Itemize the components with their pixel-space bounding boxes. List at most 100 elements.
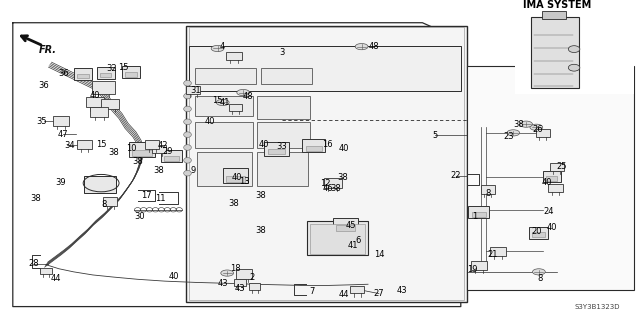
Text: 38: 38 [132, 157, 143, 166]
Bar [532, 232, 545, 237]
Bar [234, 279, 246, 286]
Text: 40: 40 [339, 145, 349, 153]
Bar [257, 96, 310, 119]
Text: 18: 18 [230, 264, 241, 273]
Bar [302, 139, 324, 152]
Bar [542, 11, 566, 19]
Bar [189, 46, 461, 91]
Text: 47: 47 [58, 130, 68, 139]
Text: 16: 16 [323, 140, 333, 149]
Circle shape [530, 124, 543, 130]
Text: 40: 40 [232, 173, 242, 182]
Bar [310, 224, 365, 254]
Text: 29: 29 [163, 147, 173, 156]
Bar [306, 146, 321, 151]
Bar [195, 68, 256, 84]
Text: 21: 21 [488, 250, 498, 259]
Ellipse shape [184, 132, 191, 137]
Bar [100, 73, 111, 77]
Text: 43: 43 [218, 279, 228, 288]
Text: 38: 38 [30, 194, 40, 203]
Text: 27: 27 [374, 289, 384, 298]
Circle shape [221, 270, 234, 276]
Text: 33: 33 [276, 142, 287, 151]
Bar [550, 163, 564, 171]
Bar [53, 116, 69, 126]
Bar [226, 176, 245, 182]
Bar [546, 176, 557, 181]
Bar [261, 68, 312, 84]
Text: 32: 32 [107, 64, 117, 73]
Bar [152, 145, 166, 153]
Text: 7: 7 [310, 286, 315, 296]
Text: 38: 38 [228, 199, 239, 208]
Text: 1: 1 [472, 212, 477, 221]
Text: 40: 40 [547, 223, 557, 232]
Text: 9: 9 [191, 166, 196, 175]
Bar [77, 140, 92, 149]
Text: 36: 36 [59, 70, 69, 78]
Bar [333, 218, 358, 233]
Bar [195, 122, 253, 148]
Text: 19: 19 [467, 265, 477, 274]
Bar [125, 72, 137, 77]
Text: 40: 40 [90, 91, 100, 100]
Text: 39: 39 [56, 178, 66, 187]
Text: 15: 15 [212, 96, 223, 105]
Bar [93, 81, 115, 94]
Text: 42: 42 [158, 141, 168, 150]
Bar [86, 98, 104, 108]
Bar [529, 227, 548, 239]
Text: 40: 40 [542, 178, 552, 187]
Text: 48: 48 [369, 42, 380, 51]
Bar [257, 152, 308, 186]
Bar [101, 99, 119, 109]
Text: 11: 11 [155, 194, 165, 203]
Text: 20: 20 [531, 227, 541, 236]
Text: 22: 22 [451, 171, 461, 180]
Bar [468, 206, 489, 218]
Text: 17: 17 [141, 191, 151, 200]
Text: 15: 15 [118, 63, 129, 72]
Text: 35: 35 [36, 116, 47, 126]
Text: 44: 44 [339, 290, 349, 299]
Ellipse shape [568, 64, 580, 71]
Bar [268, 149, 285, 154]
Text: 40: 40 [259, 140, 269, 149]
Text: 31: 31 [190, 86, 200, 95]
Bar [543, 172, 561, 182]
Ellipse shape [184, 119, 191, 125]
Text: 41: 41 [220, 98, 230, 107]
Text: 24: 24 [544, 206, 554, 216]
Bar [336, 225, 355, 231]
Bar [129, 143, 155, 157]
Circle shape [355, 43, 368, 50]
Text: 3: 3 [279, 48, 284, 57]
Bar [536, 129, 550, 137]
Ellipse shape [184, 106, 191, 112]
Text: 34: 34 [64, 141, 74, 150]
Bar [350, 286, 364, 293]
Text: 2: 2 [249, 273, 254, 282]
Ellipse shape [568, 46, 580, 53]
Text: 40: 40 [205, 116, 215, 126]
Text: FR.: FR. [38, 45, 56, 56]
Text: 48: 48 [243, 92, 253, 101]
Bar [195, 96, 253, 116]
Circle shape [532, 269, 545, 275]
Bar [467, 66, 634, 290]
Ellipse shape [184, 145, 191, 150]
Text: 4: 4 [220, 42, 225, 51]
Bar [197, 152, 252, 186]
Bar [189, 27, 464, 300]
Bar [249, 283, 260, 290]
Bar [84, 176, 116, 193]
Text: 26: 26 [532, 125, 543, 134]
Text: 38: 38 [337, 173, 348, 182]
Text: 38: 38 [256, 191, 266, 200]
Bar [515, 13, 634, 94]
Text: 40: 40 [169, 272, 179, 281]
Text: 44: 44 [51, 274, 61, 283]
Bar [264, 142, 289, 156]
Bar [161, 150, 182, 162]
